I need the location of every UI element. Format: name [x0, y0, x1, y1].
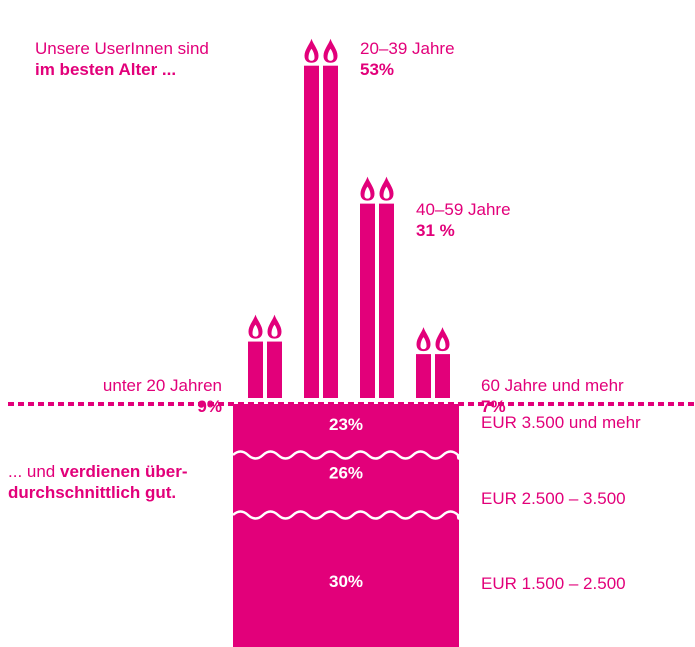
income-value-label: 23% [329, 415, 363, 434]
age-value-label: 9% [197, 397, 222, 416]
flame-icon [360, 176, 375, 201]
income-cake: 23% 26% 30% [232, 404, 461, 647]
age-bar [267, 341, 282, 398]
age-label-group-4: 60 Jahre und mehr 7% [481, 375, 624, 417]
age-label-group-2: 20–39 Jahre 53% [360, 38, 455, 80]
income-value-label: 30% [329, 572, 363, 591]
flame-icon [435, 327, 450, 352]
age-value-label: 31 % [416, 221, 455, 240]
age-category-label: 60 Jahre und mehr [481, 376, 624, 395]
cake-layer-separator [232, 450, 461, 460]
age-bar [304, 65, 319, 398]
intro-line-2: im besten Alter ... [35, 60, 177, 79]
age-candles [248, 38, 450, 398]
age-bar [248, 341, 263, 398]
age-bar [323, 65, 338, 398]
intro-line-1: Unsere UserInnen sind [35, 39, 209, 58]
income-intro-part-a: ... und [8, 462, 60, 481]
intro-title: Unsere UserInnen sind im besten Alter ..… [35, 38, 209, 80]
income-cake-body [233, 404, 459, 647]
age-value-label: 53% [360, 60, 395, 79]
income-category-label: EUR 1.500 – 2.500 [481, 574, 626, 593]
income-value-label: 26% [329, 464, 363, 483]
age-bar [379, 203, 394, 398]
age-bar [435, 354, 450, 398]
income-category-label: EUR 3.500 und mehr [481, 413, 641, 432]
age-bar [416, 354, 431, 398]
income-intro-part-b: verdienen über- [59, 462, 188, 481]
age-bar [360, 203, 375, 398]
income-category-label: EUR 2.500 – 3.500 [481, 489, 626, 508]
flame-icon [416, 327, 431, 352]
flame-icon [379, 176, 394, 201]
income-intro: ... und verdienen über- durchschnittlich… [8, 461, 188, 503]
age-category-label: 20–39 Jahre [360, 39, 455, 58]
age-label-group-1: unter 20 Jahren 9% [70, 375, 222, 417]
age-category-label: 40–59 Jahre [416, 200, 511, 219]
flame-icon [323, 38, 338, 63]
income-intro-line-2: durchschnittlich gut. [8, 483, 177, 502]
cake-layer-separator [232, 510, 461, 520]
flame-icon [304, 38, 319, 63]
age-value-label: 7% [481, 397, 506, 416]
flame-icon [267, 314, 282, 339]
flame-icon [248, 314, 263, 339]
age-category-label: unter 20 Jahren [102, 376, 222, 395]
age-label-group-3: 40–59 Jahre 31 % [416, 199, 511, 241]
